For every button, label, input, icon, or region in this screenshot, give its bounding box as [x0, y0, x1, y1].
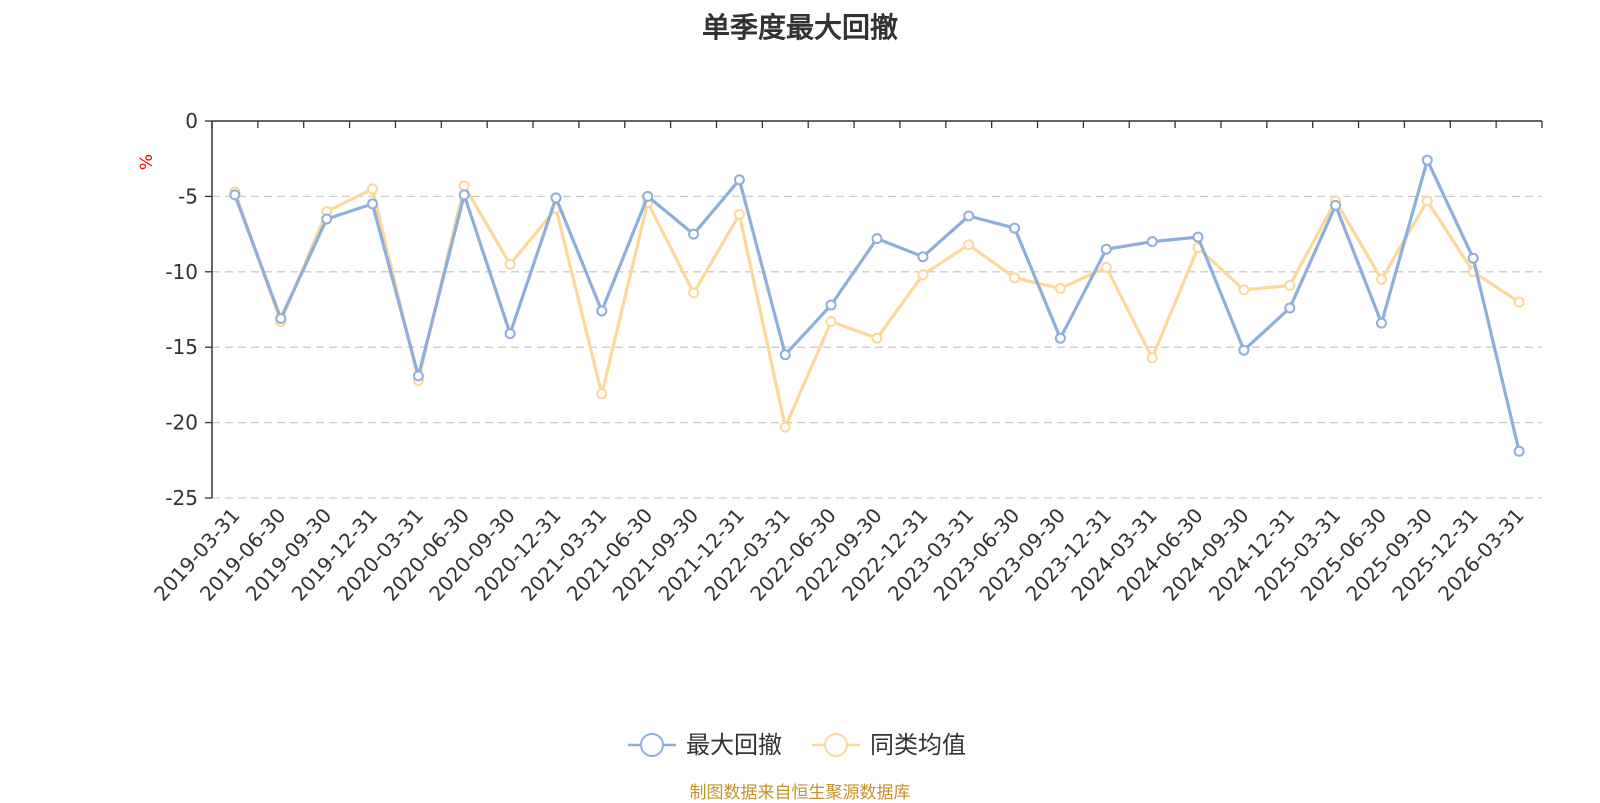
data-point[interactable]: [458, 180, 470, 192]
data-point[interactable]: [1146, 352, 1158, 364]
y-tick-label: -10: [165, 260, 198, 284]
source-note: 制图数据来自恒生聚源数据库: [689, 783, 911, 803]
legend-marker: [640, 733, 664, 757]
data-point[interactable]: [1513, 296, 1525, 308]
data-point[interactable]: [688, 287, 700, 299]
grid-lines: [212, 195, 1542, 499]
data-point[interactable]: [1238, 284, 1250, 296]
data-point[interactable]: [367, 183, 378, 195]
data-point[interactable]: [871, 332, 883, 344]
data-point[interactable]: [1100, 243, 1112, 255]
axes: 0-5-10-15-20-252019-03-312019-06-302019-…: [149, 109, 1543, 606]
data-point[interactable]: [963, 239, 975, 251]
legend-label: 同类均值: [870, 731, 966, 759]
data-point[interactable]: [963, 210, 975, 222]
legend[interactable]: 最大回撤 同类均值: [628, 731, 966, 759]
data-point[interactable]: [1376, 317, 1387, 329]
data-point[interactable]: [550, 192, 562, 204]
data-point[interactable]: [642, 190, 654, 202]
data-point[interactable]: [733, 174, 745, 186]
y-axis-unit-label: %: [137, 154, 157, 170]
legend-marker: [824, 733, 848, 757]
data-point[interactable]: [504, 258, 516, 270]
data-point[interactable]: [1146, 236, 1158, 248]
data-point[interactable]: [1009, 222, 1021, 234]
legend-item-2[interactable]: 同类均值: [812, 731, 966, 759]
data-point[interactable]: [275, 313, 287, 324]
data-point[interactable]: [1100, 261, 1112, 273]
data-point[interactable]: [1238, 344, 1250, 356]
data-point[interactable]: [779, 421, 791, 433]
data-point[interactable]: [1376, 273, 1387, 285]
data-point[interactable]: [917, 269, 929, 281]
data-point[interactable]: [229, 189, 241, 201]
data-point[interactable]: [733, 209, 745, 220]
data-point[interactable]: [1421, 154, 1433, 166]
data-point[interactable]: [596, 305, 608, 317]
data-point[interactable]: [1467, 252, 1479, 264]
data-point[interactable]: [1513, 445, 1525, 457]
data-point[interactable]: [1009, 272, 1021, 284]
data-point[interactable]: [688, 228, 700, 240]
data-point[interactable]: [1284, 279, 1296, 291]
legend-label: 最大回撤: [686, 731, 782, 759]
data-point[interactable]: [1192, 231, 1204, 243]
data-point[interactable]: [825, 299, 837, 311]
data-point[interactable]: [1421, 195, 1433, 207]
series-line: [233, 158, 1521, 452]
y-tick-label: -15: [165, 335, 198, 359]
series-1: [229, 154, 1525, 457]
y-tick-label: 0: [185, 109, 198, 133]
y-tick-label: -5: [178, 184, 198, 208]
data-point[interactable]: [412, 370, 424, 382]
data-point[interactable]: [871, 233, 883, 245]
chart-title: 单季度最大回撤: [701, 11, 898, 44]
data-point[interactable]: [458, 189, 470, 201]
data-point[interactable]: [825, 316, 837, 328]
data-point[interactable]: [504, 328, 516, 340]
legend-item-1[interactable]: 最大回撤: [628, 731, 782, 759]
y-tick-label: -20: [165, 411, 198, 435]
data-point[interactable]: [1054, 332, 1066, 344]
data-point[interactable]: [321, 213, 333, 225]
data-point[interactable]: [367, 198, 378, 210]
series-lines: [229, 154, 1525, 457]
data-point[interactable]: [917, 251, 929, 263]
data-point[interactable]: [779, 349, 791, 361]
data-point[interactable]: [1284, 302, 1296, 314]
y-tick-label: -25: [165, 486, 198, 510]
data-point[interactable]: [1054, 282, 1066, 294]
data-point[interactable]: [1330, 199, 1342, 211]
data-point[interactable]: [596, 388, 608, 400]
